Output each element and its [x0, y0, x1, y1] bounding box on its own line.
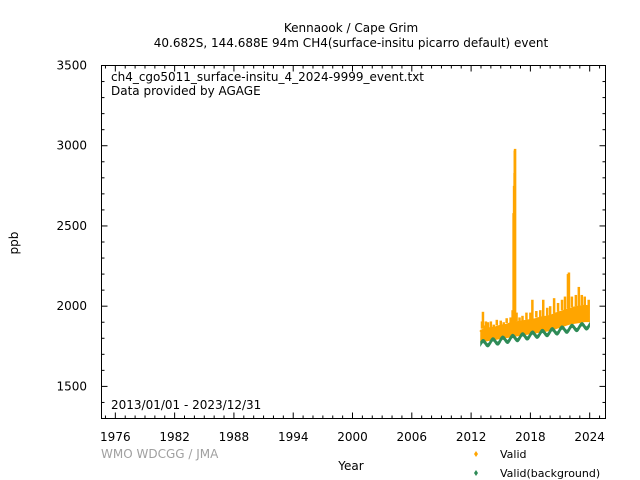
legend-valid-label: Valid [500, 448, 527, 461]
chart-title: Kennaook / Cape Grim [284, 21, 418, 35]
y-tick-label: 3500 [56, 59, 87, 73]
legend-background-marker [474, 470, 478, 476]
x-tick-label: 2018 [515, 430, 546, 444]
chart-subtitle: 40.682S, 144.688E 94m CH4(surface-insitu… [154, 36, 549, 50]
y-tick-label: 1500 [56, 379, 87, 393]
x-tick-label: 2012 [456, 430, 487, 444]
date-range-annotation: 2013/01/01 - 2023/12/31 [111, 398, 261, 412]
x-axis-label: Year [337, 459, 363, 473]
y-tick-label: 2500 [56, 219, 87, 233]
x-tick-label: 2024 [574, 430, 605, 444]
y-tick-label: 2000 [56, 299, 87, 313]
x-tick-label: 1988 [219, 430, 250, 444]
plot-area [101, 65, 606, 419]
plot-frame [101, 65, 606, 419]
provider-annotation: Data provided by AGAGE [111, 84, 261, 98]
x-tick-label: 2006 [397, 430, 428, 444]
data-layer [479, 148, 590, 348]
x-tick-label: 1994 [278, 430, 309, 444]
legend: Valid Valid(background) [474, 448, 600, 480]
y-axis-label: ppb [7, 232, 21, 255]
credit-text: WMO WDCGG / JMA [101, 447, 219, 461]
y-axis: 1500 2000 2500 3000 3500 [56, 59, 606, 419]
legend-valid-marker [474, 451, 478, 457]
x-tick-label: 2000 [337, 430, 368, 444]
x-tick-label: 1976 [100, 430, 131, 444]
x-tick-label: 1982 [159, 430, 190, 444]
background-series-band [480, 321, 590, 348]
legend-background-label: Valid(background) [500, 467, 600, 480]
filename-annotation: ch4_cgo5011_surface-insitu_4_2024-9999_e… [111, 70, 424, 84]
x-axis: 1976 1982 1988 1994 2000 2006 2012 2018 2024 [100, 65, 605, 444]
y-tick-label: 3000 [56, 139, 87, 153]
